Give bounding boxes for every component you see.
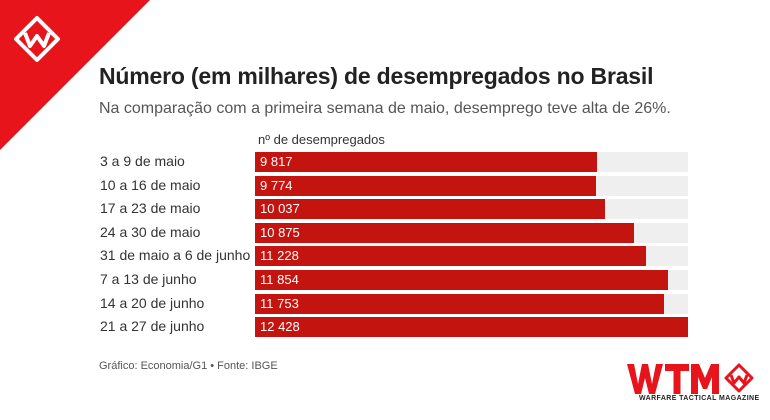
brand-logo: WARFARE TACTICAL MAGAZINE	[625, 362, 759, 404]
wtm-logo-icon	[627, 363, 754, 394]
bar-row: 14 a 20 de junho 11 753	[0, 293, 770, 314]
bar-row: 10 a 16 de maio 9 774	[0, 175, 770, 196]
bar-row: 31 de maio a 6 de junho 11 228	[0, 246, 770, 267]
corner-logo-badge	[0, 0, 150, 150]
category-label: 21 a 27 de junho	[100, 318, 205, 335]
chart-title: Número (em milhares) de desempregados no…	[99, 63, 654, 89]
brand-tagline: WARFARE TACTICAL MAGAZINE	[639, 395, 760, 402]
category-label: 24 a 30 de maio	[100, 223, 201, 240]
value-label: 11 753	[260, 295, 299, 311]
bar	[255, 246, 647, 267]
value-label: 10 037	[260, 201, 300, 217]
bar	[255, 152, 598, 172]
category-label: 7 a 13 de junho	[100, 271, 197, 287]
value-label: 9 774	[260, 177, 293, 193]
bar	[255, 222, 634, 243]
value-label: 10 875	[260, 224, 300, 240]
value-label: 11 854	[260, 272, 299, 287]
bar-row: 3 a 9 de maio 9 817	[0, 152, 770, 172]
bar-row: 7 a 13 de junho 11 854	[0, 270, 770, 290]
bar	[255, 199, 605, 220]
bar	[255, 317, 688, 338]
category-label: 14 a 20 de junho	[100, 294, 205, 311]
chart-subtitle: Na comparação com a primeira semana de m…	[99, 100, 671, 117]
bar	[255, 175, 596, 196]
series-label: nº de desempregados	[258, 132, 385, 147]
value-label: 9 817	[260, 154, 293, 169]
bar	[255, 270, 668, 290]
category-label: 3 a 9 de maio	[100, 153, 185, 169]
category-label: 31 de maio a 6 de junho	[100, 247, 251, 264]
category-label: 10 a 16 de maio	[100, 176, 201, 193]
bar	[255, 293, 665, 314]
value-label: 11 228	[260, 248, 299, 264]
source-note: Gráfico: Economia/G1 • Fonte: IBGE	[99, 360, 278, 372]
diamond-logo-icon	[14, 16, 60, 62]
category-label: 17 a 23 de maio	[100, 200, 201, 217]
bar-row: 21 a 27 de junho 12 428	[0, 317, 770, 338]
bar-row: 17 a 23 de maio 10 037	[0, 199, 770, 220]
value-label: 12 428	[260, 319, 300, 335]
bar-row: 24 a 30 de maio 10 875	[0, 222, 770, 243]
